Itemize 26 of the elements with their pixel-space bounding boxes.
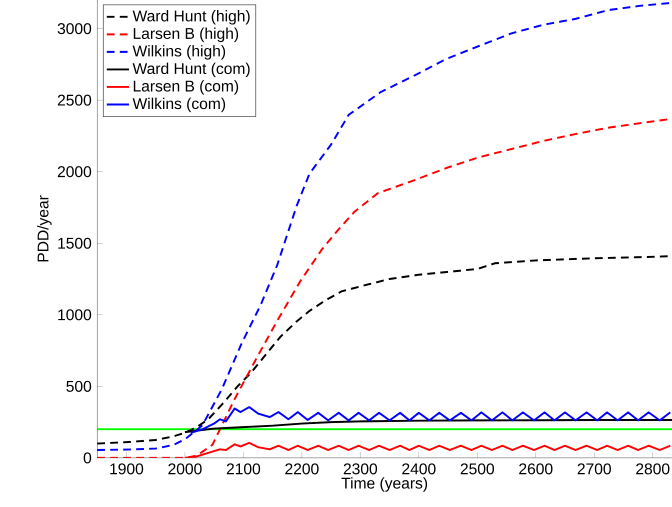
x-tick-label: 2100 — [226, 464, 260, 475]
y-tick-label: 3000 — [58, 23, 92, 34]
x-tick-label: 2200 — [285, 464, 319, 475]
x-tick-label: 2300 — [344, 464, 378, 475]
y-tick-label: 1000 — [58, 309, 92, 320]
line-series — [97, 2, 672, 452]
legend-label: Wilkins (high) — [132, 45, 226, 60]
x-tick-label: 2400 — [402, 464, 436, 475]
x-tick-label: 1900 — [110, 464, 144, 475]
y-tick-label: 2000 — [58, 166, 92, 178]
x-tick-label: 2500 — [460, 464, 494, 475]
x-tick-label: 2700 — [578, 464, 611, 475]
legend-label: Wilkins (com) — [132, 98, 226, 112]
y-tick-label: 2500 — [58, 94, 92, 106]
y-tick-label: 0 — [84, 452, 92, 464]
x-tick-label: 2600 — [519, 464, 552, 475]
x-tick-label: 2000 — [168, 464, 202, 475]
x-axis-title: Time (years) — [342, 477, 428, 492]
x-tick-label: 2800 — [636, 464, 670, 475]
legend-label: Ward Hunt (high) — [132, 10, 250, 25]
legend-label: Larsen B (com) — [134, 80, 238, 95]
y-tick-label: 1500 — [58, 238, 92, 249]
y-tick-label: 500 — [66, 381, 92, 392]
y-axis-title: PDD/year — [37, 196, 52, 262]
legend-label: Larsen B (high) — [134, 28, 238, 42]
legend-label: Ward Hunt (com) — [132, 62, 250, 78]
